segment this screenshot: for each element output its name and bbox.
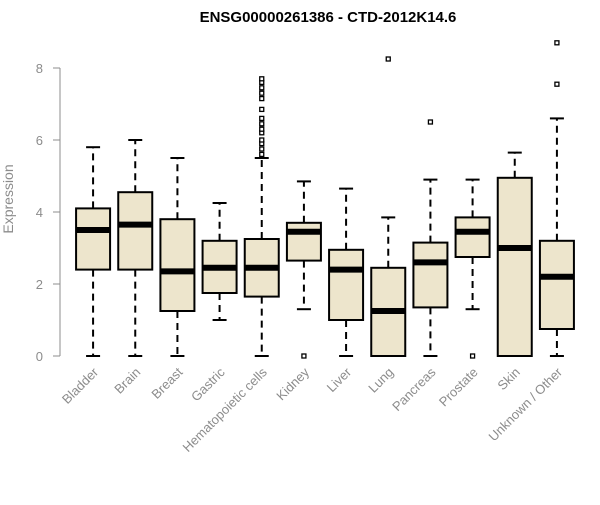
y-tick-label: 4 (36, 205, 43, 220)
outlier-point (259, 126, 265, 132)
outlier-point (259, 115, 265, 122)
x-tick-label: Prostate (436, 365, 481, 410)
box-iqr (75, 207, 112, 271)
outlier-point (427, 119, 434, 125)
y-axis: 0 2 4 6 8 (36, 61, 61, 364)
outlier-point (554, 40, 560, 46)
x-tick-label: Skin (494, 365, 522, 393)
outlier-point (259, 106, 265, 113)
box-group (117, 139, 154, 357)
box-iqr (538, 239, 575, 330)
x-tick-label: Liver (324, 364, 355, 395)
y-axis-title: Expression (0, 164, 16, 233)
box-group (538, 40, 575, 357)
x-tick-label: Pancreas (389, 364, 439, 414)
box-group (159, 157, 196, 357)
y-tick-label: 2 (36, 277, 43, 292)
box-group (201, 202, 238, 321)
box-group (285, 180, 322, 359)
outlier-point (259, 121, 265, 127)
box-iqr (496, 176, 533, 357)
x-tick-label: Gastric (188, 364, 228, 404)
boxes-layer (75, 40, 575, 359)
outlier-point (259, 95, 265, 102)
box-group (454, 178, 491, 359)
outlier-point (259, 76, 265, 82)
outlier-point (259, 137, 265, 143)
box-iqr (454, 216, 491, 258)
outlier-point (259, 151, 265, 158)
box-iqr (117, 191, 154, 271)
outlier-point (259, 90, 265, 96)
outlier-point (259, 85, 265, 91)
box-iqr (412, 241, 449, 309)
box-iqr (328, 248, 365, 321)
y-tick-label: 6 (36, 133, 43, 148)
x-tick-label: Unknown / Other (485, 364, 565, 444)
outlier-point (385, 56, 391, 62)
x-tick-label: Breast (148, 364, 185, 401)
x-tick-label: Bladder (59, 364, 102, 407)
box-group (412, 119, 449, 357)
outlier-point (259, 146, 265, 152)
x-tick-label: Lung (365, 365, 396, 396)
outlier-point (554, 81, 560, 87)
box-group (328, 187, 365, 357)
x-tick-label: Kidney (273, 364, 312, 403)
box-iqr (159, 218, 196, 312)
box-group (370, 56, 407, 357)
box-group (243, 76, 280, 357)
box-group (496, 151, 533, 357)
outlier-point (469, 353, 476, 359)
outlier-point (301, 353, 307, 359)
box-group (75, 146, 112, 357)
x-tick-label: Brain (111, 365, 143, 397)
y-tick-label: 8 (36, 61, 43, 76)
chart-title: ENSG00000261386 - CTD-2012K14.6 (200, 9, 457, 26)
box-iqr (285, 221, 322, 262)
y-tick-label: 0 (36, 349, 43, 364)
